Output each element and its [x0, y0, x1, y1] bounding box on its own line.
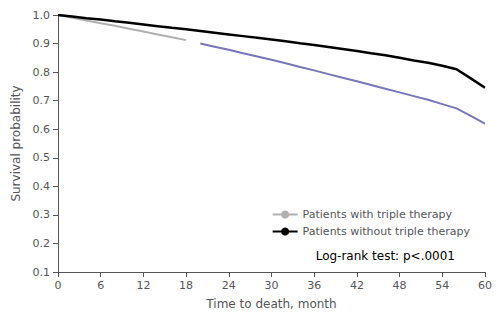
svg-text:0.5: 0.5	[33, 151, 51, 164]
svg-text:0.7: 0.7	[33, 94, 51, 107]
svg-text:0: 0	[55, 279, 62, 292]
svg-text:6: 6	[97, 279, 104, 292]
svg-text:60: 60	[478, 279, 492, 292]
svg-text:0.6: 0.6	[33, 123, 51, 136]
svg-text:54: 54	[435, 279, 449, 292]
svg-text:48: 48	[393, 279, 407, 292]
svg-text:0.2: 0.2	[33, 237, 51, 250]
svg-text:1.0: 1.0	[33, 9, 51, 22]
svg-text:0.4: 0.4	[33, 180, 51, 193]
svg-text:42: 42	[350, 279, 364, 292]
svg-text:0.9: 0.9	[33, 37, 51, 50]
svg-text:24: 24	[222, 279, 236, 292]
svg-text:Patients with triple therapy: Patients with triple therapy	[303, 208, 453, 221]
svg-text:Survival probability: Survival probability	[9, 85, 23, 201]
svg-text:12: 12	[136, 279, 150, 292]
svg-text:36: 36	[307, 279, 321, 292]
svg-text:30: 30	[265, 279, 279, 292]
svg-text:18: 18	[179, 279, 193, 292]
svg-text:0.3: 0.3	[33, 208, 51, 221]
svg-text:Log-rank test: p<.0001: Log-rank test: p<.0001	[316, 249, 455, 263]
svg-text:0.8: 0.8	[33, 66, 51, 79]
svg-text:Patients without triple therap: Patients without triple therapy	[303, 225, 471, 238]
svg-text:Time to death, month: Time to death, month	[205, 297, 336, 311]
svg-text:0.1: 0.1	[33, 266, 51, 279]
